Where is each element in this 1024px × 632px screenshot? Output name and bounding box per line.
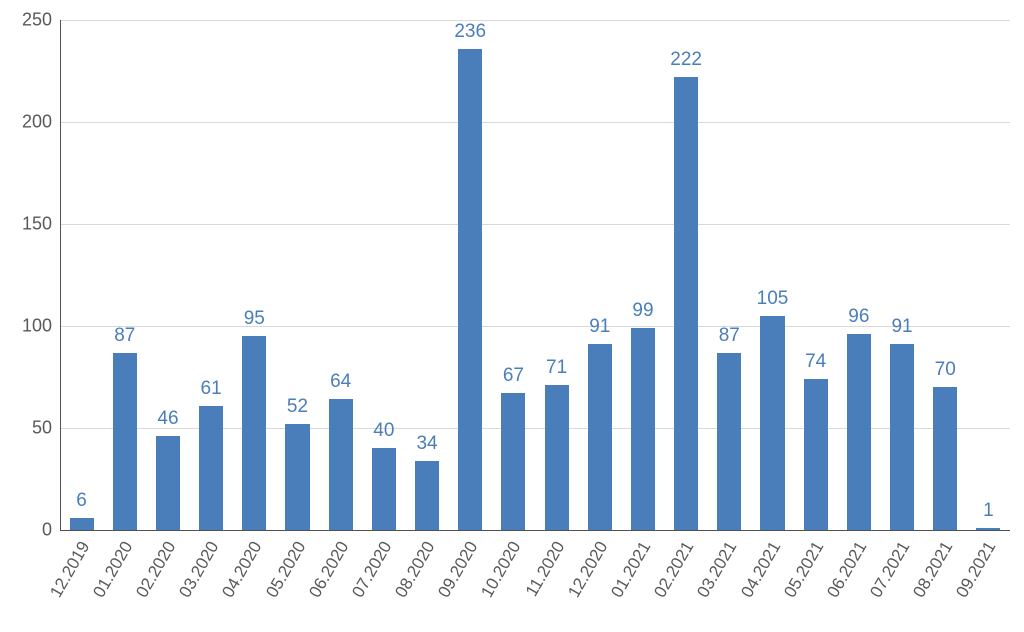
x-tick-label: 12.2020	[564, 538, 612, 601]
bar-value-label: 74	[805, 351, 826, 373]
bar-value-label: 1	[983, 500, 994, 522]
bar	[501, 393, 525, 530]
y-tick-label: 200	[22, 112, 60, 133]
bar-value-label: 99	[632, 300, 653, 322]
bar	[545, 385, 569, 530]
bar	[717, 353, 741, 530]
x-tick-label: 09.2021	[953, 538, 1001, 601]
bar-value-label: 6	[76, 490, 87, 512]
bar	[458, 49, 482, 530]
bar-chart: 0 50 100 150 200 250 6 87 46 61 95 52 64 40 34 236 67 71…	[0, 0, 1024, 632]
bar	[329, 399, 353, 530]
y-tick-label: 250	[22, 10, 60, 31]
bar-value-label: 40	[373, 420, 394, 442]
bar-value-label: 34	[416, 433, 437, 455]
bar-value-label: 70	[935, 359, 956, 381]
x-tick-label: 02.2021	[650, 538, 698, 601]
y-tick-label: 100	[22, 316, 60, 337]
bar	[242, 336, 266, 530]
bar	[804, 379, 828, 530]
bar	[890, 344, 914, 530]
bar-value-label: 67	[503, 365, 524, 387]
x-tick-label: 05.2021	[780, 538, 828, 601]
x-tick-label: 01.2020	[89, 538, 137, 601]
x-tick-label: 08.2020	[391, 538, 439, 601]
x-tick-label: 03.2021	[694, 538, 742, 601]
x-tick-label: 10.2020	[478, 538, 526, 601]
bar	[588, 344, 612, 530]
plot-area: 050100150200250 687466195526440342366771…	[60, 20, 1010, 530]
bar-value-label: 96	[848, 306, 869, 328]
bar	[847, 334, 871, 530]
x-tick-label: 03.2020	[175, 538, 223, 601]
bars-container: 6 87 46 61 95 52 64 40 34 236 67 71 91 99 222 87 105 74 96…	[60, 20, 1010, 530]
bar	[285, 424, 309, 530]
y-axis-line	[60, 20, 62, 530]
x-axis-line	[60, 530, 1010, 532]
x-tick-label: 04.2020	[219, 538, 267, 601]
x-tick-label: 07.2021	[866, 538, 914, 601]
bar-value-label: 105	[757, 288, 789, 310]
bar	[933, 387, 957, 530]
bar-value-label: 46	[157, 408, 178, 430]
bar	[113, 353, 137, 530]
bar	[760, 316, 784, 530]
bar-value-label: 222	[670, 49, 702, 71]
bar-value-label: 52	[287, 396, 308, 418]
bar-value-label: 64	[330, 371, 351, 393]
x-tick-label: 05.2020	[262, 538, 310, 601]
bar-value-label: 61	[201, 378, 222, 400]
x-tick-label: 09.2020	[434, 538, 482, 601]
bar	[415, 461, 439, 530]
bar-value-label: 91	[589, 316, 610, 338]
bar	[372, 448, 396, 530]
x-tick-label: 06.2020	[305, 538, 353, 601]
bar-value-label: 87	[114, 325, 135, 347]
bar	[631, 328, 655, 530]
bar	[199, 406, 223, 530]
bar-value-label: 87	[719, 325, 740, 347]
bar	[70, 518, 94, 530]
x-tick-label: 07.2020	[348, 538, 396, 601]
bar-value-label: 95	[244, 308, 265, 330]
bar	[156, 436, 180, 530]
bar-value-label: 71	[546, 357, 567, 379]
x-tick-label: 12.2019	[46, 538, 94, 601]
x-tick-label: 02.2020	[132, 538, 180, 601]
bar-value-label: 236	[454, 21, 486, 43]
y-tick-label: 0	[42, 520, 60, 541]
y-tick-label: 50	[32, 418, 60, 439]
x-tick-label: 01.2021	[607, 538, 655, 601]
x-tick-label: 08.2021	[909, 538, 957, 601]
y-tick-label: 150	[22, 214, 60, 235]
x-tick-label: 06.2021	[823, 538, 871, 601]
x-tick-label: 04.2021	[737, 538, 785, 601]
bar	[674, 77, 698, 530]
x-tick-label: 11.2020	[521, 538, 568, 600]
bar-value-label: 91	[891, 316, 912, 338]
